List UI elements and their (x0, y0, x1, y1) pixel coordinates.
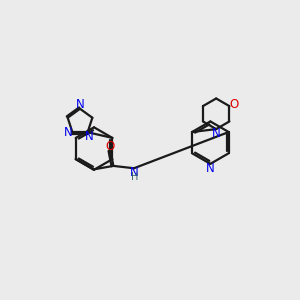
Text: N: N (76, 98, 84, 111)
Text: N: N (212, 127, 220, 140)
Text: O: O (106, 140, 115, 153)
Text: H: H (131, 172, 138, 182)
Text: O: O (229, 98, 238, 111)
Text: N: N (64, 126, 73, 139)
Text: N: N (130, 166, 139, 179)
Text: N: N (85, 130, 94, 143)
Text: N: N (206, 162, 214, 175)
